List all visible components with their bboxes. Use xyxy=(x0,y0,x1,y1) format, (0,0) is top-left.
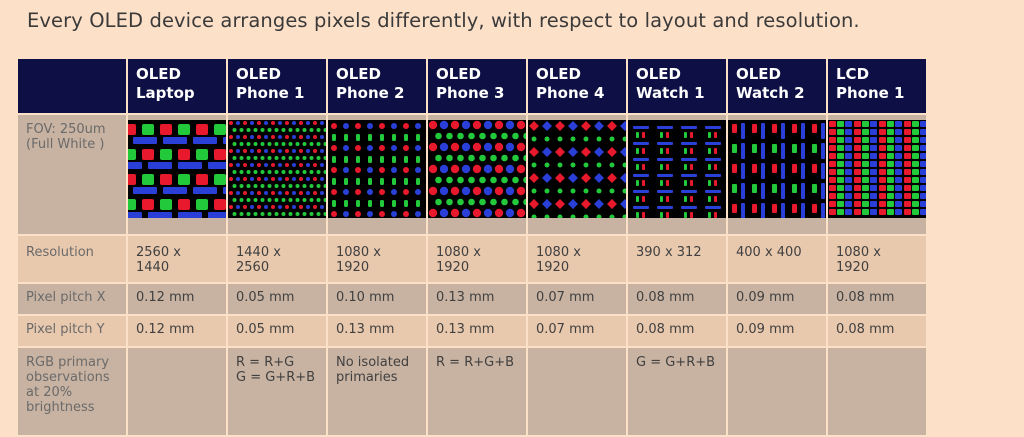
rgb-observation: No isolated primaries xyxy=(328,348,426,435)
resolution-value: 400 x 400 xyxy=(728,236,826,282)
resolution-value: 2560 x 1440 xyxy=(128,236,226,282)
pitch-x-value: 0.12 mm xyxy=(128,284,226,314)
page-title: Every OLED device arranges pixels differ… xyxy=(27,9,860,32)
resolution-label: Resolution xyxy=(18,236,126,282)
pitch-y-value: 0.13 mm xyxy=(428,316,526,346)
header-oled-phone-1: OLED Phone 1 xyxy=(228,59,326,113)
rgb-observation xyxy=(728,348,826,435)
rgb-observation: R = R+G+B xyxy=(428,348,526,435)
subpixel-image-oled-phone-3 xyxy=(428,120,526,218)
pitch-x-value: 0.08 mm xyxy=(628,284,726,314)
subpixel-image-lcd-phone-1 xyxy=(828,120,926,218)
pitch-x-value: 0.13 mm xyxy=(428,284,526,314)
header-row: OLED Laptop OLED Phone 1 OLED Phone 2 OLED P… xyxy=(18,59,926,113)
rgb-observation xyxy=(128,348,226,435)
pitch-y-label: Pixel pitch Y xyxy=(18,316,126,346)
header-oled-phone-3: OLED Phone 3 xyxy=(428,59,526,113)
pitch-x-value: 0.09 mm xyxy=(728,284,826,314)
header-oled-phone-4: OLED Phone 4 xyxy=(528,59,626,113)
header-lcd-phone-1: LCD Phone 1 xyxy=(828,59,926,113)
subpixel-image-oled-phone-2 xyxy=(328,120,426,218)
pitch-y-value: 0.08 mm xyxy=(828,316,926,346)
pitch-y-value: 0.05 mm xyxy=(228,316,326,346)
fov-row: FOV: 250um (Full White ) xyxy=(18,115,926,234)
rgb-observation xyxy=(528,348,626,435)
pitch-y-value: 0.13 mm xyxy=(328,316,426,346)
rgb-observation: R = R+G G = G+R+B xyxy=(228,348,326,435)
rgb-observation: G = G+R+B xyxy=(628,348,726,435)
image-cell xyxy=(428,115,526,234)
subpixel-image-oled-watch-2 xyxy=(728,120,826,218)
image-cell xyxy=(728,115,826,234)
resolution-value: 1080 x 1920 xyxy=(828,236,926,282)
rgb-label: RGB primary observations at 20% brightne… xyxy=(18,348,126,435)
subpixel-image-oled-laptop xyxy=(128,120,226,218)
image-cell xyxy=(128,115,226,234)
subpixel-image-oled-phone-1 xyxy=(228,120,326,218)
resolution-value: 1080 x 1920 xyxy=(428,236,526,282)
image-cell xyxy=(528,115,626,234)
subpixel-image-oled-watch-1 xyxy=(628,120,726,218)
header-corner xyxy=(18,59,126,113)
pitch-x-label: Pixel pitch X xyxy=(18,284,126,314)
pitch-x-row: Pixel pitch X 0.12 mm 0.05 mm 0.10 mm 0.… xyxy=(18,284,926,314)
header-oled-watch-1: OLED Watch 1 xyxy=(628,59,726,113)
pitch-y-value: 0.12 mm xyxy=(128,316,226,346)
pitch-x-value: 0.08 mm xyxy=(828,284,926,314)
pitch-y-value: 0.07 mm xyxy=(528,316,626,346)
resolution-value: 1080 x 1920 xyxy=(528,236,626,282)
pitch-x-value: 0.05 mm xyxy=(228,284,326,314)
resolution-value: 1080 x 1920 xyxy=(328,236,426,282)
comparison-table: OLED Laptop OLED Phone 1 OLED Phone 2 OLED P… xyxy=(16,57,928,437)
image-cell xyxy=(328,115,426,234)
header-oled-watch-2: OLED Watch 2 xyxy=(728,59,826,113)
pitch-y-value: 0.08 mm xyxy=(628,316,726,346)
pitch-y-row: Pixel pitch Y 0.12 mm 0.05 mm 0.13 mm 0.… xyxy=(18,316,926,346)
pitch-x-value: 0.10 mm xyxy=(328,284,426,314)
rgb-observations-row: RGB primary observations at 20% brightne… xyxy=(18,348,926,435)
header-oled-laptop: OLED Laptop xyxy=(128,59,226,113)
pitch-y-value: 0.09 mm xyxy=(728,316,826,346)
fov-label: FOV: 250um (Full White ) xyxy=(18,115,126,234)
pitch-x-value: 0.07 mm xyxy=(528,284,626,314)
image-cell xyxy=(228,115,326,234)
image-cell xyxy=(828,115,926,234)
resolution-row: Resolution 2560 x 1440 1440 x 2560 1080 … xyxy=(18,236,926,282)
resolution-value: 390 x 312 xyxy=(628,236,726,282)
subpixel-image-oled-phone-4 xyxy=(528,120,626,218)
resolution-value: 1440 x 2560 xyxy=(228,236,326,282)
image-cell xyxy=(628,115,726,234)
rgb-observation xyxy=(828,348,926,435)
header-oled-phone-2: OLED Phone 2 xyxy=(328,59,426,113)
